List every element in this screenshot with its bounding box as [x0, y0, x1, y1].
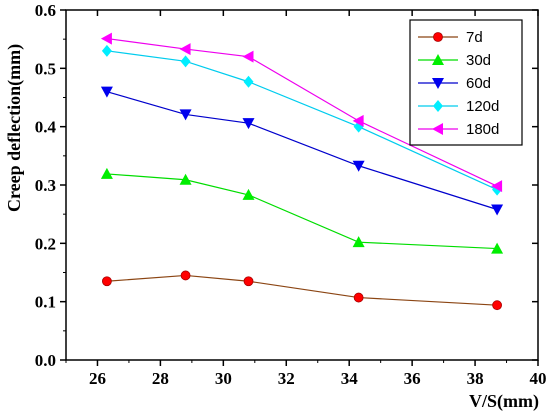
legend-marker [432, 78, 444, 89]
legend-label: 30d [466, 52, 491, 69]
data-point-60d [352, 160, 365, 172]
legend-marker [433, 100, 443, 112]
data-point-7d [243, 276, 254, 287]
data-point-7d [492, 300, 502, 311]
legend-label: 120d [466, 98, 499, 115]
series-60d [100, 86, 504, 216]
data-point-180d [352, 114, 364, 127]
data-point-120d [101, 44, 112, 57]
legend-entry-30d: 30d [418, 52, 491, 69]
legend-marker [432, 54, 444, 65]
x-tick-label: 28 [152, 369, 169, 388]
y-tick-label: 0.6 [35, 1, 56, 20]
series-30d [100, 167, 504, 254]
data-point-180d [100, 32, 112, 45]
legend-entry-120d: 120d [418, 98, 499, 115]
legend-marker [433, 32, 443, 42]
data-point-30d [100, 167, 113, 179]
legend: 7d 30d 60d 120d 180d [409, 19, 523, 146]
data-point-30d [242, 188, 255, 200]
data-point-180d [242, 50, 254, 63]
series-line-30d [106, 173, 498, 250]
y-tick-label: 0.0 [35, 351, 56, 370]
series-180d [100, 32, 503, 193]
legend-entry-60d: 60d [418, 75, 491, 92]
x-tick-label: 40 [530, 369, 547, 388]
legend-entry-7d: 7d [418, 29, 483, 46]
data-point-60d [100, 86, 113, 98]
data-point-7d [102, 276, 112, 287]
legend-label: 180d [466, 121, 499, 138]
data-point-30d [491, 242, 504, 254]
series-line-7d [106, 274, 498, 306]
axes: 26 28 30 32 34 36 38 40 0.0 0.1 0.2 0.3 0.4 0.5 0.6 [35, 1, 547, 388]
data-point-120d [243, 75, 254, 88]
series-layer [100, 32, 504, 311]
legend-entry-180d: 180d [418, 121, 499, 138]
data-point-180d [491, 180, 503, 193]
legend-label: 60d [466, 75, 491, 92]
y-axis-label: Creep deflection(mm) [4, 44, 25, 212]
x-axis-label: V/S(mm) [469, 391, 539, 412]
data-point-180d [179, 43, 191, 56]
y-tick-label: 0.4 [35, 118, 57, 137]
x-tick-label: 26 [89, 369, 106, 388]
data-point-120d [180, 55, 191, 68]
data-point-30d [179, 173, 192, 185]
data-point-7d [353, 292, 364, 303]
y-tick-label: 0.5 [35, 59, 56, 78]
y-tick-label: 0.1 [35, 293, 56, 312]
x-tick-label: 34 [341, 369, 359, 388]
y-tick-label: 0.2 [35, 234, 56, 253]
data-point-30d [352, 236, 365, 248]
series-7d [102, 270, 502, 311]
legend-marker [432, 123, 443, 135]
x-tick-label: 36 [404, 369, 421, 388]
legend-label: 7d [466, 29, 483, 46]
y-tick-label: 0.3 [35, 176, 56, 195]
x-tick-label: 32 [278, 369, 295, 388]
data-point-60d [179, 109, 192, 121]
data-point-60d [242, 118, 255, 130]
x-tick-label: 30 [215, 369, 232, 388]
data-point-7d [180, 270, 191, 281]
data-point-60d [491, 204, 504, 216]
x-tick-label: 38 [467, 369, 484, 388]
